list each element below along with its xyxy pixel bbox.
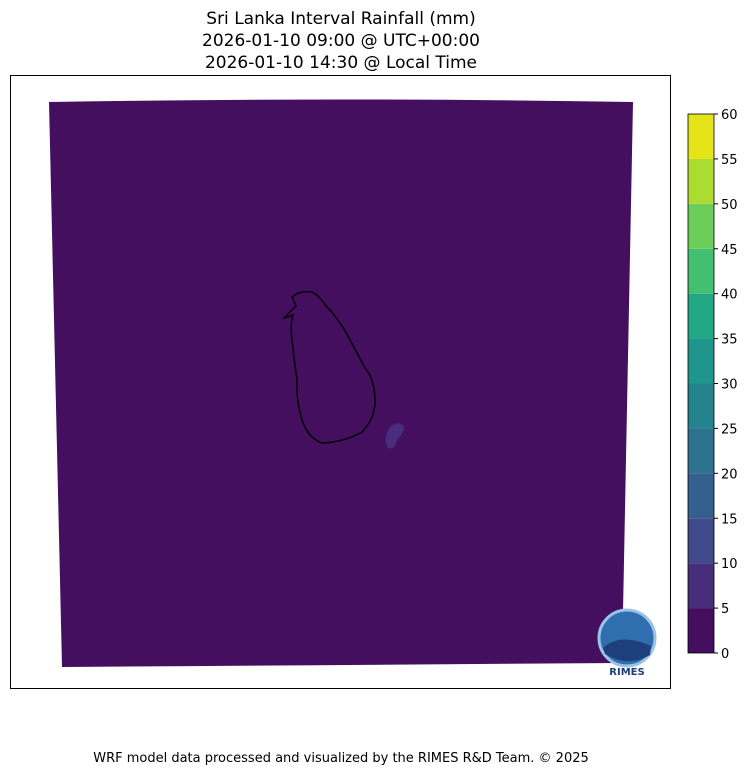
title-line-1: Sri Lanka Interval Rainfall (mm) [206,9,476,29]
logo-text: RIMES [609,667,644,678]
colorbar-tick-label: 55 [721,153,738,168]
colorbar-tick-label: 60 [721,108,738,123]
colorbar-band [688,608,714,653]
colorbar-band [688,338,714,384]
colorbar-band [688,248,714,294]
rain-patch [385,423,404,449]
colorbar-tick-label: 15 [721,512,738,527]
colorbar-band [688,428,714,474]
colorbar-tick-label: 40 [721,288,738,303]
colorbar-tick-label: 50 [721,198,738,213]
colorbar-tick-label: 45 [721,243,738,258]
colorbar-tick-label: 30 [721,378,738,393]
colorbar-band [688,383,714,429]
colorbar-tick-label: 25 [721,422,738,437]
colorbar-tick-label: 0 [721,647,729,662]
colorbar-band [688,293,714,339]
colorbar-band [688,203,714,249]
rimes-logo: RIMES [597,608,657,678]
sri-lanka-coastline [282,290,376,444]
footer-credit: WRF model data processed and visualized … [93,751,589,766]
colorbar-tick-label: 5 [721,602,729,617]
colorbar-tick-label: 20 [721,467,738,482]
colorbar-tick-label: 10 [721,557,738,572]
colorbar-tick-label: 35 [721,333,738,348]
colorbar-band [688,158,714,204]
rainfall-field [49,99,633,667]
title-line-3: 2026-01-10 14:30 @ Local Time [204,53,478,73]
colorbar: 0 5 10 15 20 25 30 35 40 45 50 55 60 [687,108,738,662]
title-line-2: 2026-01-10 09:00 @ UTC+00:00 [202,31,480,51]
map-axes [10,75,671,689]
colorbar-band [688,114,714,159]
colorbar-band [688,518,714,564]
colorbar-band [688,473,714,519]
colorbar-band [688,563,714,609]
